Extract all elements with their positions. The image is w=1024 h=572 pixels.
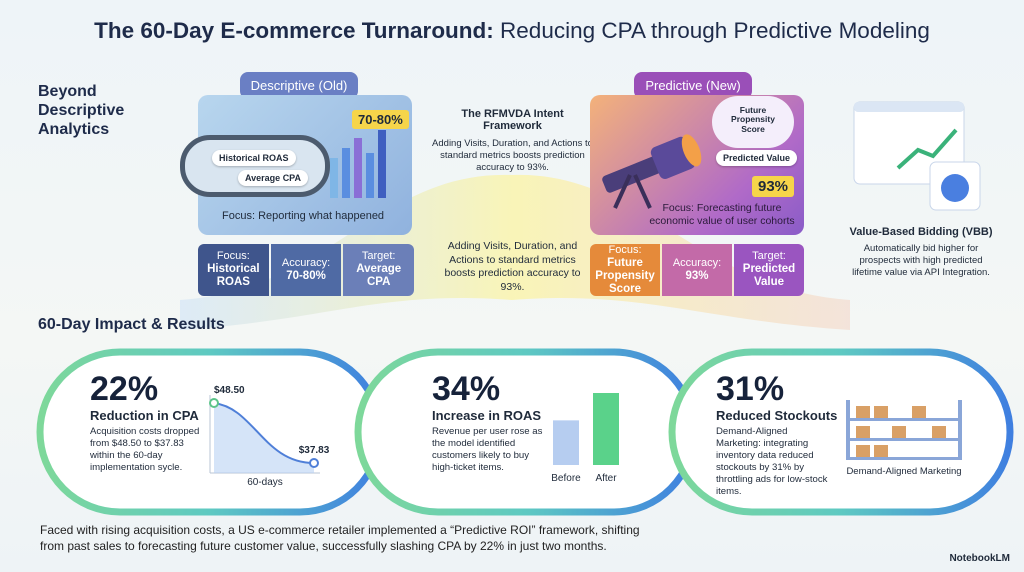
point-label: $37.83: [299, 445, 330, 456]
bar: [553, 420, 579, 465]
panel-focus: Focus: Reporting what happened: [222, 210, 385, 222]
cloud: [712, 96, 794, 148]
stat: 31%: [716, 370, 785, 408]
card-ring: [668, 348, 1014, 516]
shelf-icon: [846, 400, 962, 460]
card-text: Demand-Aligned Marketing: integrating in…: [716, 426, 828, 497]
cell-value: 70-80%: [286, 269, 326, 282]
cloud-text: Future Propensity Score: [731, 105, 775, 134]
cell-key: Target:: [361, 250, 396, 263]
badge: 93%: [752, 176, 795, 197]
metric-cell: Target: Predicted Value: [734, 244, 804, 296]
card-title: Increase in ROAS: [432, 408, 542, 423]
metric-cell: Accuracy: 70-80%: [270, 244, 342, 296]
metric-row: Focus: Future Propensity Score Accuracy: 9…: [590, 244, 804, 296]
framework-text: Adding Visits, Duration, and Actions to …: [432, 138, 593, 173]
bar-icon: [330, 130, 386, 198]
cell-key: Target:: [752, 250, 786, 263]
vbb-title: Value-Based Bidding (VBB): [849, 226, 993, 238]
section-heading: Beyond Descriptive Analytics: [38, 83, 125, 138]
bar-label: Before: [551, 473, 581, 484]
x-label: 60-days: [247, 477, 283, 488]
card-text: Acquisition costs dropped from $48.50 to…: [90, 426, 200, 473]
mirror-tag: Historical ROAS: [212, 150, 296, 166]
framework-text: Adding Visits, Duration, and Actions to …: [444, 240, 581, 293]
cell-key: Accuracy:: [672, 257, 722, 270]
bar: [593, 393, 619, 465]
brand: NotebookLM: [949, 553, 1010, 564]
cell-key: Focus:: [608, 243, 642, 256]
metric-row: Focus: Historical ROAS Accuracy: 70-80% Ta…: [198, 244, 415, 296]
vbb-icon: [853, 101, 981, 211]
metric-cell: Focus: Future Propensity Score: [590, 244, 660, 296]
title-bold: The 60-Day E-commerce Turnaround:: [94, 18, 494, 43]
cell-value: Future Propensity Score: [595, 256, 655, 295]
bar-label: After: [595, 473, 617, 484]
cell-value: 93%: [685, 269, 709, 282]
metric-cell: Target: Average CPA: [343, 244, 415, 296]
mirror-icon: [180, 135, 330, 197]
card-title: Reduction in CPA: [90, 408, 199, 423]
cpa-point: [309, 458, 319, 468]
metric-cell: Focus: Historical ROAS: [198, 244, 269, 296]
cpa-area: [214, 403, 314, 473]
panel-focus: Focus: Forecasting future economic value…: [649, 202, 795, 227]
footer-text: Faced with rising acquisition costs, a U…: [40, 523, 640, 554]
vbb-text: Automatically bid higher for prospects w…: [852, 243, 990, 278]
cell-value: Historical ROAS: [207, 263, 260, 289]
cell-value: Predicted Value: [742, 263, 796, 289]
mirror-tag: Average CPA: [238, 170, 309, 186]
title-rest: Reducing CPA through Predictive Modeling: [500, 18, 930, 43]
stat: 34%: [432, 370, 501, 408]
cell-value: Average CPA: [356, 263, 402, 289]
cpa-point: [209, 398, 219, 408]
badge: 70-80%: [352, 110, 409, 129]
section-heading: 60-Day Impact & Results: [38, 316, 225, 333]
cpa-line: [213, 402, 315, 464]
cloud-tag: Predicted Value: [716, 150, 798, 166]
cell-key: Focus:: [216, 250, 250, 263]
framework-title: The RFMVDA Intent Framework: [461, 108, 564, 132]
page-title: The 60-Day E-commerce Turnaround: Reduci…: [0, 18, 1024, 44]
telescope-icon: [602, 134, 702, 209]
panel-label: Predictive (New): [634, 72, 752, 99]
stat: 22%: [90, 370, 159, 408]
point-label: $48.50: [214, 385, 245, 396]
card-text: Revenue per user rose as the model ident…: [432, 426, 543, 473]
cell-key: Accuracy:: [281, 257, 331, 270]
card-title: Reduced Stockouts: [716, 408, 838, 423]
panel-label: Descriptive (Old): [240, 72, 358, 99]
metric-cell: Accuracy: 93%: [662, 244, 732, 296]
roas-chart: Before After: [551, 393, 619, 484]
card-caption: Demand-Aligned Marketing: [846, 466, 962, 477]
cpa-chart: $48.50 $37.83 60-days: [209, 385, 330, 488]
